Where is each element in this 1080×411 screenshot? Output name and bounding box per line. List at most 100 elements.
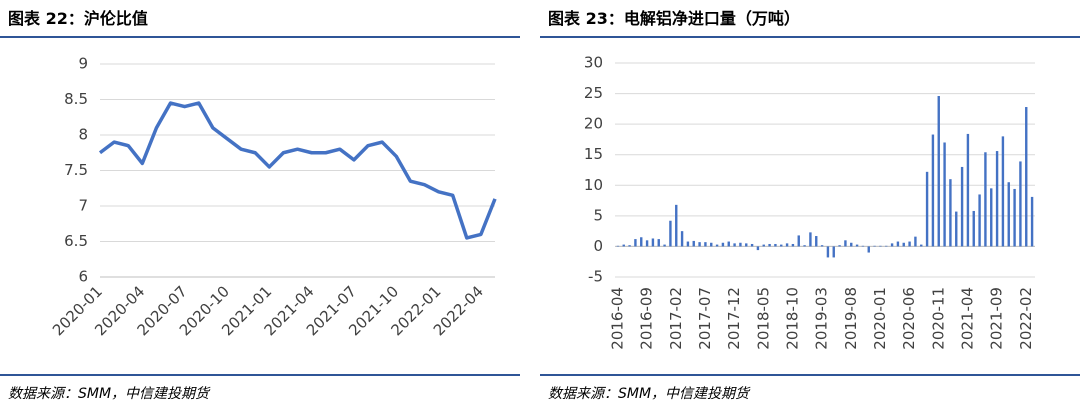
- x-tick-label: 2017-07: [696, 287, 714, 350]
- x-tick-label: 2021-04: [958, 287, 976, 350]
- bar: [756, 246, 760, 251]
- bar: [995, 151, 999, 247]
- bar: [774, 243, 777, 247]
- x-tick-label: 2016-09: [638, 287, 656, 350]
- bar: [1007, 182, 1010, 247]
- bar: [640, 237, 643, 247]
- y-tick-label: 7.5: [64, 161, 88, 179]
- chart-title: 图表 22：沪伦比值: [8, 9, 148, 28]
- bar: [663, 244, 666, 247]
- bar: [616, 245, 620, 247]
- bar: [925, 171, 929, 247]
- bar: [733, 243, 736, 247]
- bar: [838, 245, 841, 247]
- bar: [692, 240, 695, 247]
- bar: [890, 243, 894, 247]
- bar: [832, 246, 835, 258]
- bar: [914, 236, 917, 247]
- bar: [937, 96, 940, 247]
- x-tick-label: 2018-10: [783, 287, 801, 350]
- x-tick-label: 2018-05: [754, 287, 772, 350]
- y-tick-label: 5: [593, 206, 603, 224]
- bar: [698, 242, 701, 247]
- bar: [680, 231, 684, 247]
- y-tick-label: 9: [78, 55, 88, 73]
- bar: [885, 245, 888, 247]
- bar: [651, 238, 655, 247]
- footer-rule: [540, 374, 1080, 376]
- bar: [815, 236, 818, 247]
- bar: [809, 232, 812, 247]
- bar: [1019, 161, 1022, 247]
- bar: [797, 235, 800, 247]
- bar: [978, 194, 981, 247]
- bar: [984, 152, 987, 247]
- y-tick-label: 25: [584, 84, 603, 102]
- footer-rule: [0, 374, 520, 376]
- bar: [762, 244, 765, 247]
- bar: [943, 142, 946, 247]
- x-tick-label: 2021-09: [988, 287, 1006, 350]
- bar: [920, 244, 923, 247]
- bar: [861, 245, 865, 247]
- y-tick-label: 0: [593, 237, 603, 255]
- bar: [1030, 196, 1034, 247]
- x-tick-label: 2022-02: [1017, 287, 1035, 350]
- bar: [686, 241, 690, 247]
- bar: [803, 245, 806, 247]
- bar: [645, 240, 649, 247]
- x-tick-label: 2020-01: [871, 287, 889, 350]
- x-tick-label: 2020-11: [929, 287, 947, 350]
- bar: [972, 210, 975, 247]
- header-rule: [0, 36, 520, 38]
- bar: [739, 242, 742, 247]
- bar: [791, 243, 795, 247]
- bar: [727, 241, 730, 247]
- bar: [820, 245, 824, 247]
- bar: [745, 243, 748, 247]
- bar: [785, 243, 789, 247]
- x-tick-label: 2017-12: [725, 287, 743, 350]
- bar: [896, 241, 900, 247]
- y-tick-label: 6.5: [64, 232, 88, 250]
- header-rule: [540, 36, 1080, 38]
- bar: [710, 242, 713, 247]
- y-tick-label: 8: [78, 126, 88, 144]
- bar: [669, 220, 672, 247]
- line: [98, 101, 497, 240]
- x-tick-label: 2019-03: [813, 287, 831, 350]
- y-tick-label: 30: [584, 54, 603, 72]
- y-tick-label: 10: [584, 176, 603, 194]
- bar: [855, 244, 859, 247]
- bar: [844, 240, 847, 247]
- y-tick-label: 7: [78, 197, 88, 215]
- y-tick-label: -5: [588, 268, 603, 286]
- bar: [902, 242, 905, 247]
- bar: [867, 246, 870, 253]
- x-tick-label: 2017-02: [667, 287, 685, 350]
- x-tick-label: 2020-06: [900, 287, 918, 350]
- bar: [826, 246, 830, 258]
- y-tick-label: 15: [584, 145, 603, 163]
- bar: [622, 244, 625, 247]
- y-tick-label: 20: [584, 115, 603, 133]
- bar: [704, 242, 707, 247]
- bar: [908, 241, 911, 247]
- bar: [675, 204, 678, 247]
- bar: [949, 179, 952, 247]
- bar: [955, 211, 958, 247]
- source: 数据来源：SMM，中信建投期货: [548, 386, 751, 402]
- bar: [634, 239, 637, 247]
- bar: [768, 243, 771, 247]
- bar: [715, 244, 719, 247]
- bar: [879, 245, 882, 247]
- bar: [750, 243, 754, 247]
- bar: [1025, 107, 1028, 247]
- bar: [780, 244, 783, 247]
- bar: [850, 242, 853, 247]
- bar: [990, 188, 993, 247]
- bar: [1013, 188, 1016, 247]
- bar: [960, 166, 964, 247]
- bar: [931, 134, 935, 247]
